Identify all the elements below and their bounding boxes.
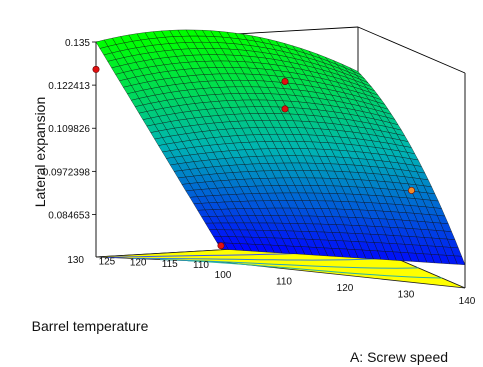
floor-contour	[160, 259, 419, 269]
z-tick-label: 0.084653	[48, 210, 90, 221]
floor-contour	[132, 257, 395, 261]
x-tick-label: 130	[398, 290, 415, 301]
x-tick-label: 100	[215, 270, 232, 281]
y-axis-label: Barrel temperature	[32, 318, 149, 334]
x-tick-label: 140	[459, 296, 476, 307]
surface-patch	[453, 255, 466, 265]
x-tick-label: 120	[337, 283, 354, 294]
floor-contour	[187, 260, 442, 279]
y-tick-label: 130	[67, 255, 84, 266]
y-tick-label: 115	[162, 259, 178, 270]
z-tick-label: 0.122413	[48, 81, 90, 92]
design-point	[407, 186, 415, 194]
design-point	[92, 65, 100, 73]
z-tick-label: 0.135	[65, 38, 90, 49]
y-tick-label: 125	[99, 256, 116, 267]
z-axis-label: Lateral expansion	[32, 97, 48, 208]
design-point	[281, 105, 289, 113]
y-tick-label: 120	[130, 258, 147, 269]
x-axis-label: A: Screw speed	[350, 349, 448, 365]
tick-labels: 0.135 0.122413 0.109826 0.0972398 0.084653 10…	[43, 38, 476, 307]
design-point	[217, 242, 225, 250]
response-surface	[95, 29, 466, 265]
x-tick-label: 110	[276, 277, 292, 288]
design-points	[92, 65, 415, 250]
frame-edge	[357, 26, 466, 74]
design-point	[281, 78, 289, 86]
z-tick-label: 0.0972398	[43, 167, 91, 178]
z-tick-label: 0.109826	[48, 124, 90, 135]
y-tick-label: 110	[193, 260, 209, 271]
